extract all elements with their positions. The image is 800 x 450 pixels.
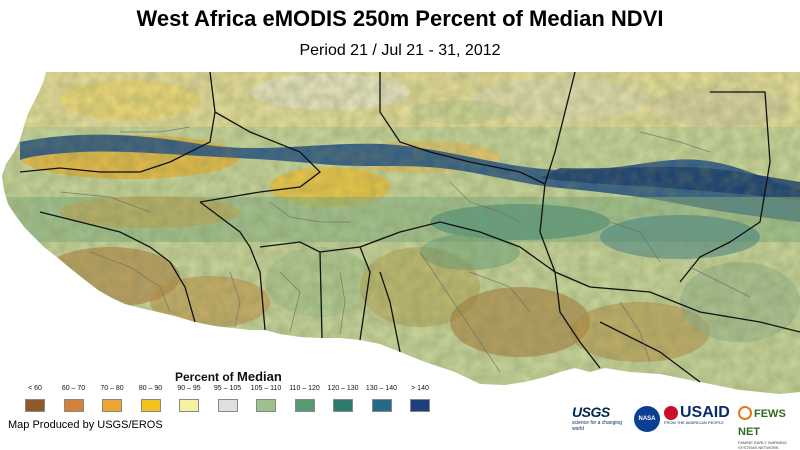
legend-item: 90 – 95 — [172, 384, 206, 412]
usaid-logo-text: USAID — [680, 404, 730, 421]
legend-title-a: Percent of — [175, 370, 234, 384]
legend-item: 95 – 105 — [211, 384, 245, 412]
legend-item: 70 – 80 — [95, 384, 129, 412]
legend-item: > 140 — [403, 384, 437, 412]
usaid-logo: USAID FROM THE AMERICAN PEOPLE — [664, 404, 734, 434]
legend-swatch — [410, 399, 430, 412]
usgs-logo-tagline: science for a changing world — [572, 420, 623, 432]
legend-item: 110 – 120 — [288, 384, 322, 412]
land-mass — [0, 72, 800, 394]
legend-item: 105 – 110 — [249, 384, 283, 412]
legend-title-b: Median — [237, 369, 282, 384]
credit-text: Map Produced by USGS/EROS — [8, 419, 163, 431]
fewsnet-logo: FEWS NET FAMINE EARLY WARNING SYSTEMS NE… — [738, 404, 794, 450]
legend: < 60 60 – 70 70 – 80 80 – 90 90 – 95 95 – 105… — [18, 384, 438, 412]
legend-item-label: > 140 — [411, 385, 429, 392]
legend-item-label: 80 – 90 — [138, 385, 163, 392]
legend-item: < 60 — [18, 384, 52, 412]
legend-swatch — [333, 399, 353, 412]
fewsnet-ring-icon — [738, 405, 752, 420]
legend-item-label: 130 – 140 — [365, 385, 398, 392]
legend-item-label: 95 – 105 — [213, 385, 242, 392]
map-title: West Africa eMODIS 250m Percent of Media… — [136, 6, 664, 31]
admin-borders — [59, 126, 751, 373]
legend-swatch — [256, 399, 276, 412]
legend-swatch — [25, 399, 45, 412]
legend-swatch — [63, 399, 84, 412]
usaid-seal-icon — [664, 405, 678, 420]
legend-item: 80 – 90 — [134, 384, 168, 412]
usgs-logo: USGS science for a changing world — [572, 404, 630, 434]
legend-swatch — [217, 399, 238, 412]
fewsnet-logo-text: FEWS NET — [738, 408, 786, 438]
map-subtitle: Period 21 / Jul 21 - 31, 2012 — [299, 42, 501, 59]
legend-item: 130 – 140 — [365, 384, 399, 412]
legend-swatch — [294, 399, 315, 412]
legend-item-label: 110 – 120 — [289, 385, 320, 392]
usaid-logo-tagline: FROM THE AMERICAN PEOPLE — [664, 420, 724, 425]
country-borders — [19, 72, 800, 383]
legend-swatch — [102, 399, 122, 412]
legend-item-label: 70 – 80 — [100, 385, 124, 392]
legend-swatch — [371, 399, 392, 412]
legend-item-label: 60 – 70 — [61, 385, 86, 392]
legend-item-label: 105 – 110 — [250, 385, 282, 392]
logo-strip: USGS science for a changing world NASA U… — [572, 404, 794, 450]
legend-swatch — [179, 399, 199, 412]
legend-item-label: 120 – 130 — [327, 385, 359, 392]
usgs-logo-text: USGS — [572, 404, 610, 420]
nasa-logo: NASA — [634, 406, 660, 432]
legend-item-label: < 60 — [28, 385, 42, 392]
legend-item-label: 90 – 95 — [177, 385, 201, 392]
legend-item: 120 – 130 — [326, 384, 360, 412]
ndvi-map — [0, 72, 800, 402]
legend-item: 60 – 70 — [57, 384, 91, 412]
legend-swatch — [140, 399, 161, 412]
legend-title: Percent of Median — [175, 369, 282, 384]
